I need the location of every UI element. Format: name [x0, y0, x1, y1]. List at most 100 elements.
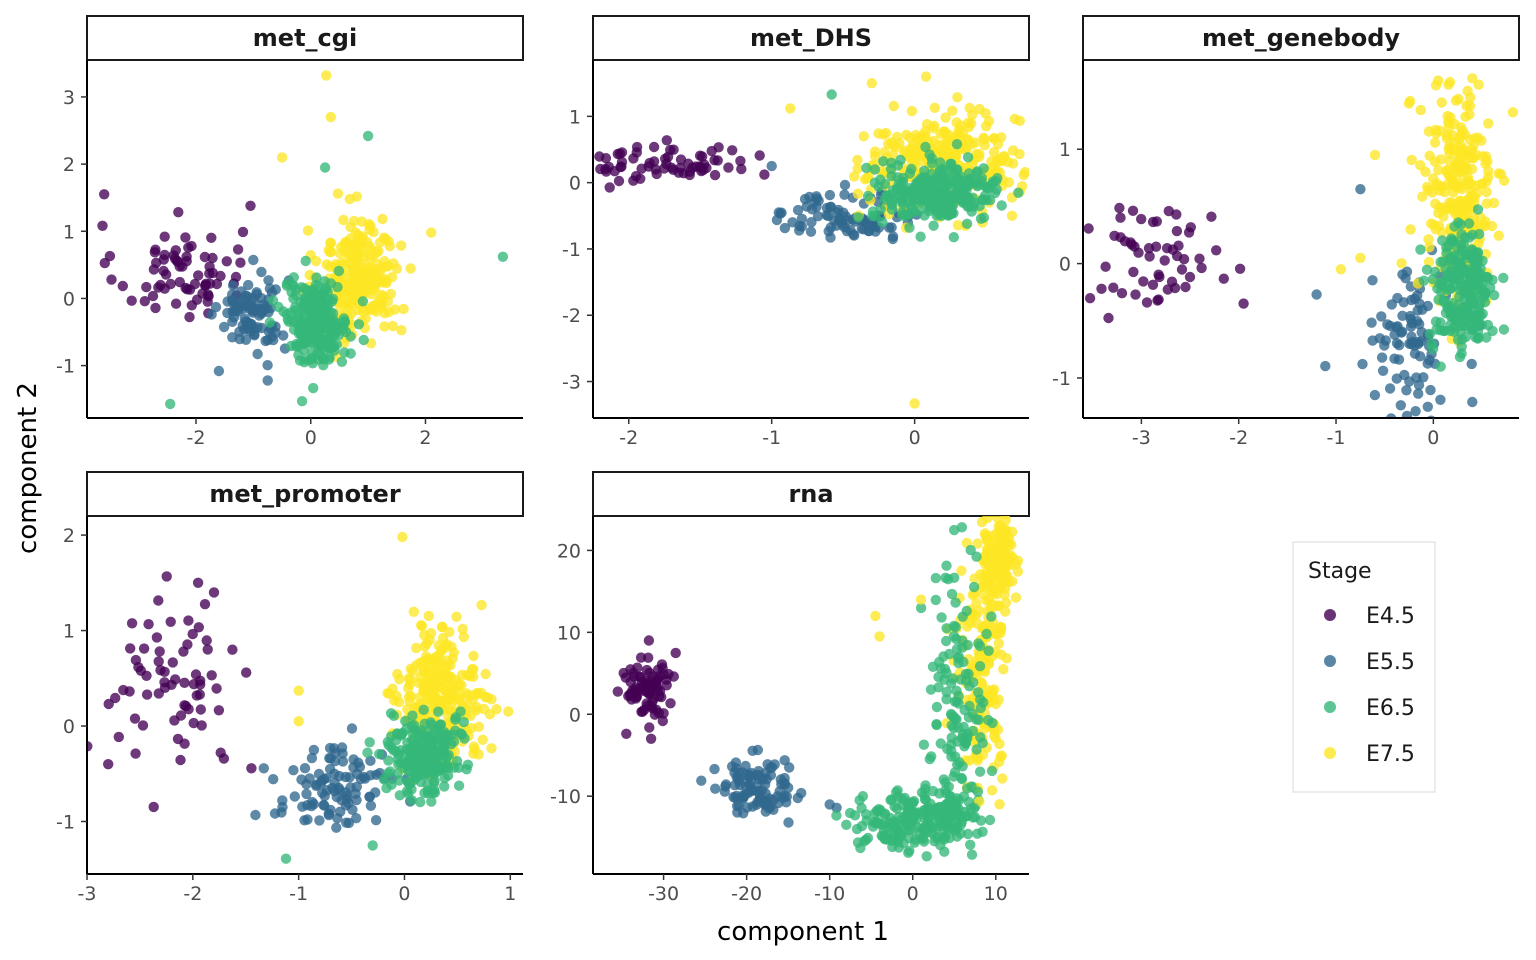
- point-e6-5: [904, 845, 915, 856]
- points: [612, 516, 1024, 862]
- point-e4-5: [232, 244, 244, 255]
- point-e7-5: [1493, 168, 1504, 179]
- point-e5-5: [334, 784, 345, 796]
- point-e5-5: [218, 321, 230, 333]
- y-tick-label: 1: [63, 221, 75, 243]
- point-e6-5: [1498, 272, 1509, 284]
- point-e4-5: [604, 182, 615, 193]
- y-tick-label: -3: [562, 372, 581, 394]
- point-e4-5: [195, 679, 206, 690]
- point-e7-5: [430, 684, 441, 695]
- point-e4-5: [1176, 264, 1188, 275]
- point-e4-5: [180, 232, 191, 243]
- point-e6-5: [934, 165, 946, 176]
- point-e7-5: [1483, 118, 1494, 129]
- y-tick-label: 1: [63, 621, 75, 643]
- point-e6-5: [362, 747, 373, 758]
- point-e4-5: [213, 705, 225, 716]
- point-e4-5: [246, 763, 257, 774]
- point-e6-5: [943, 190, 954, 201]
- point-e7-5: [1488, 197, 1500, 209]
- point-e7-5: [345, 221, 356, 233]
- point-e6-5: [440, 762, 451, 773]
- point-e6-5: [957, 642, 968, 653]
- point-e6-5: [325, 332, 336, 343]
- point-e5-5: [745, 775, 757, 786]
- point-e5-5: [365, 755, 376, 766]
- point-e5-5: [256, 266, 267, 278]
- point-e4-5: [143, 619, 154, 630]
- point-e7-5: [939, 126, 950, 137]
- point-e7-5: [978, 577, 989, 588]
- point-e4-5: [103, 759, 114, 770]
- point-e6-5: [1013, 187, 1024, 198]
- point-e6-5: [904, 222, 915, 233]
- point-e5-5: [887, 231, 899, 242]
- point-e4-5: [1159, 255, 1170, 266]
- point-e5-5: [260, 335, 271, 347]
- point-e4-5: [1133, 247, 1144, 258]
- point-e4-5: [190, 669, 202, 680]
- point-e4-5: [1114, 202, 1125, 214]
- point-e5-5: [784, 762, 795, 773]
- point-e7-5: [302, 225, 314, 236]
- point-e6-5: [869, 164, 881, 175]
- point-e6-5: [877, 217, 888, 228]
- point-e4-5: [1153, 294, 1164, 305]
- point-e5-5: [341, 790, 353, 802]
- point-e5-5: [821, 210, 832, 221]
- point-e6-5: [455, 728, 466, 739]
- point-e4-5: [170, 245, 181, 256]
- point-e6-5: [968, 174, 980, 186]
- point-e6-5: [886, 171, 897, 182]
- point-e7-5: [457, 623, 468, 635]
- point-e4-5: [1169, 282, 1181, 294]
- point-e5-5: [769, 759, 780, 770]
- y-tick-label: -1: [56, 811, 75, 833]
- point-e4-5: [1128, 266, 1139, 278]
- point-e6-5: [946, 588, 958, 600]
- point-e7-5: [983, 658, 995, 670]
- point-e6-5: [402, 776, 413, 787]
- point-e4-5: [621, 728, 632, 739]
- point-e7-5: [940, 140, 951, 152]
- point-e4-5: [594, 151, 605, 162]
- y-tick-label: 10: [557, 622, 581, 644]
- x-tick-label: -2: [187, 427, 206, 449]
- point-e6-5: [1468, 279, 1480, 290]
- point-e4-5: [230, 271, 242, 283]
- point-e4-5: [1138, 276, 1149, 287]
- point-e7-5: [473, 721, 485, 732]
- panel-strip: [86, 15, 524, 61]
- point-e6-5: [362, 130, 374, 142]
- point-e7-5: [478, 703, 490, 715]
- point-e6-5: [338, 313, 350, 324]
- point-e7-5: [1462, 85, 1473, 97]
- point-e4-5: [196, 720, 207, 731]
- point-e7-5: [1464, 100, 1476, 112]
- point-e7-5: [1441, 164, 1453, 176]
- point-e5-5: [737, 793, 749, 804]
- point-e7-5: [451, 611, 462, 622]
- point-e4-5: [227, 644, 238, 655]
- point-e4-5: [117, 280, 128, 292]
- point-e7-5: [1424, 242, 1435, 253]
- point-e4-5: [126, 618, 138, 629]
- point-e7-5: [335, 241, 347, 253]
- point-e6-5: [879, 809, 890, 820]
- point-e4-5: [182, 639, 193, 650]
- point-e6-5: [1427, 274, 1439, 285]
- point-e4-5: [659, 163, 670, 174]
- point-e6-5: [423, 731, 435, 742]
- point-e7-5: [332, 188, 344, 199]
- point-e4-5: [645, 733, 657, 744]
- point-e6-5: [1442, 301, 1453, 312]
- point-e7-5: [974, 148, 985, 160]
- point-e6-5: [920, 780, 931, 791]
- point-e6-5: [288, 293, 299, 304]
- y-tick-label: -10: [550, 786, 581, 808]
- point-e6-5: [1430, 316, 1442, 327]
- point-e5-5: [248, 254, 259, 266]
- point-e6-5: [924, 753, 935, 765]
